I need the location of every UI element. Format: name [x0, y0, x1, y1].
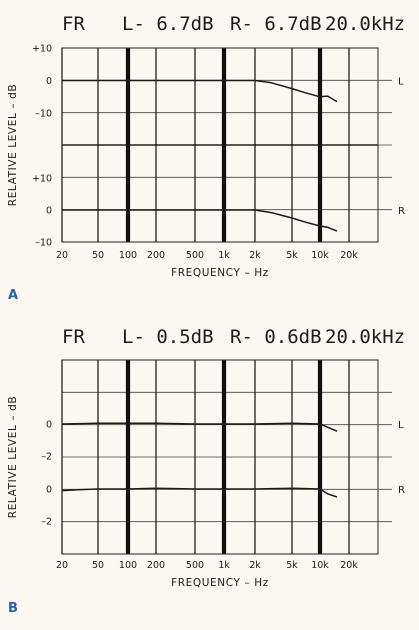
y-tick-label: +10 — [32, 44, 52, 55]
y-axis-label: RELATIVE LEVEL – dB — [7, 396, 19, 518]
y-tick-label: 0 — [46, 420, 52, 431]
x-axis-label: FREQUENCY – Hz — [171, 577, 269, 589]
x-tick-label: 20 — [56, 250, 68, 261]
series-line-l — [61, 422, 338, 432]
y-tick-label: –2 — [41, 452, 52, 463]
channel-label-r: R — [398, 485, 405, 496]
readout-frequency: 20.0kHz — [325, 326, 405, 348]
panel-letter: B — [8, 601, 18, 616]
y-tick-label: 0 — [46, 76, 52, 87]
chart-panel-b: FR L- 0.5dB R- 0.6dB 20.0kHz 20 50 100 200 500 1k… — [7, 326, 405, 616]
readout-mode: FR — [62, 326, 85, 348]
x-tick-label: 20 — [56, 560, 68, 571]
x-tick-label: 10k — [311, 560, 329, 571]
x-axis-label: FREQUENCY – Hz — [171, 267, 269, 279]
series-line-r — [62, 209, 338, 232]
series-line-l — [62, 79, 338, 103]
x-tick-label: 500 — [186, 560, 204, 571]
x-tick-label: 2k — [249, 250, 261, 261]
y-tick-label: –10 — [35, 238, 52, 249]
readout-right: R- 6.7dB — [230, 13, 322, 35]
readout-left: L- 0.5dB — [122, 326, 214, 348]
x-tick-label: 20k — [340, 560, 358, 571]
x-tick-label: 1k — [218, 560, 230, 571]
x-tick-label: 200 — [147, 250, 165, 261]
readout-mode: FR — [62, 13, 85, 35]
x-tick-label: 1k — [218, 250, 230, 261]
channel-label-l: L — [398, 420, 404, 431]
readout-frequency: 20.0kHz — [325, 13, 405, 35]
x-tick-label: 10k — [311, 250, 329, 261]
x-tick-label: 500 — [186, 250, 204, 261]
channel-label-r: R — [398, 206, 405, 217]
x-tick-label: 5k — [286, 250, 298, 261]
readout-right: R- 0.6dB — [230, 326, 322, 348]
y-tick-label: –2 — [41, 517, 52, 528]
x-tick-label: 50 — [92, 560, 104, 571]
x-tick-label: 50 — [92, 250, 104, 261]
x-tick-label: 20k — [340, 250, 358, 261]
x-tick-label: 100 — [119, 250, 137, 261]
y-tick-label: +10 — [32, 174, 52, 185]
y-tick-label: 0 — [46, 485, 52, 496]
channel-label-l: L — [398, 77, 404, 88]
x-tick-label: 100 — [119, 560, 137, 571]
y-tick-label: –10 — [35, 109, 52, 120]
y-tick-label: 0 — [46, 206, 52, 217]
x-tick-label: 2k — [249, 560, 261, 571]
readout-left: L- 6.7dB — [122, 13, 214, 35]
x-tick-label: 200 — [147, 560, 165, 571]
x-tick-label: 5k — [286, 560, 298, 571]
panel-letter: A — [8, 288, 18, 303]
series-line-r — [61, 487, 338, 498]
chart-panel-a: FR L- 6.7dB R- 6.7dB 20.0kHz 20 50 100 200 500 1k… — [7, 13, 405, 303]
y-axis-label: RELATIVE LEVEL – dB — [7, 84, 19, 206]
